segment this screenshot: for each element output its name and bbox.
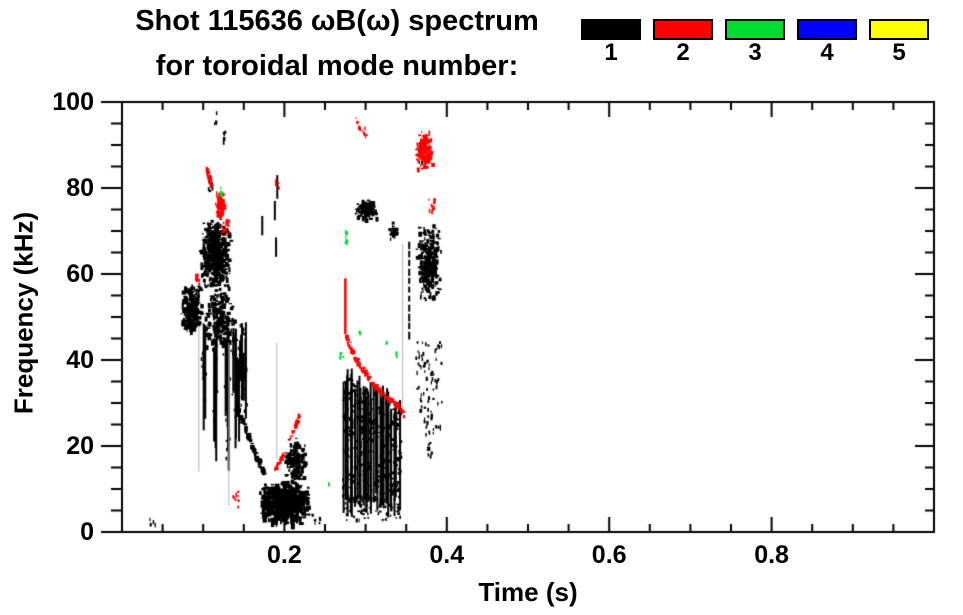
y-tick-label-80: 80 bbox=[66, 174, 94, 202]
y-tick-label-0: 0 bbox=[80, 518, 94, 546]
legend-label-4: 4 bbox=[820, 39, 834, 66]
legend-label-2: 2 bbox=[676, 39, 690, 66]
x-tick-label-0.8: 0.8 bbox=[754, 541, 789, 569]
legend-swatch-1 bbox=[581, 19, 641, 40]
chart-title-line1: Shot 115636 ωB(ω) spectrum bbox=[135, 5, 539, 37]
legend-swatch-2 bbox=[653, 19, 713, 40]
y-tick-label-40: 40 bbox=[66, 346, 94, 374]
y-tick-label-100: 100 bbox=[52, 88, 94, 116]
legend-label-1: 1 bbox=[604, 39, 618, 66]
y-axis-title: Frequency (kHz) bbox=[8, 211, 39, 415]
y-tick-label-20: 20 bbox=[66, 432, 94, 460]
legend-label-5: 5 bbox=[892, 39, 906, 66]
x-tick-label-0.4: 0.4 bbox=[429, 541, 465, 569]
legend-label-3: 3 bbox=[748, 39, 762, 66]
x-tick-label-0.2: 0.2 bbox=[267, 541, 302, 569]
x-axis-title: Time (s) bbox=[478, 577, 578, 607]
legend-swatch-5 bbox=[869, 19, 929, 40]
y-tick-label-60: 60 bbox=[66, 260, 94, 288]
x-tick-label-0.6: 0.6 bbox=[591, 541, 627, 569]
legend-swatch-4 bbox=[797, 19, 857, 40]
chart-title-line2: for toroidal mode number: bbox=[155, 50, 519, 82]
legend-swatch-3 bbox=[725, 19, 785, 40]
